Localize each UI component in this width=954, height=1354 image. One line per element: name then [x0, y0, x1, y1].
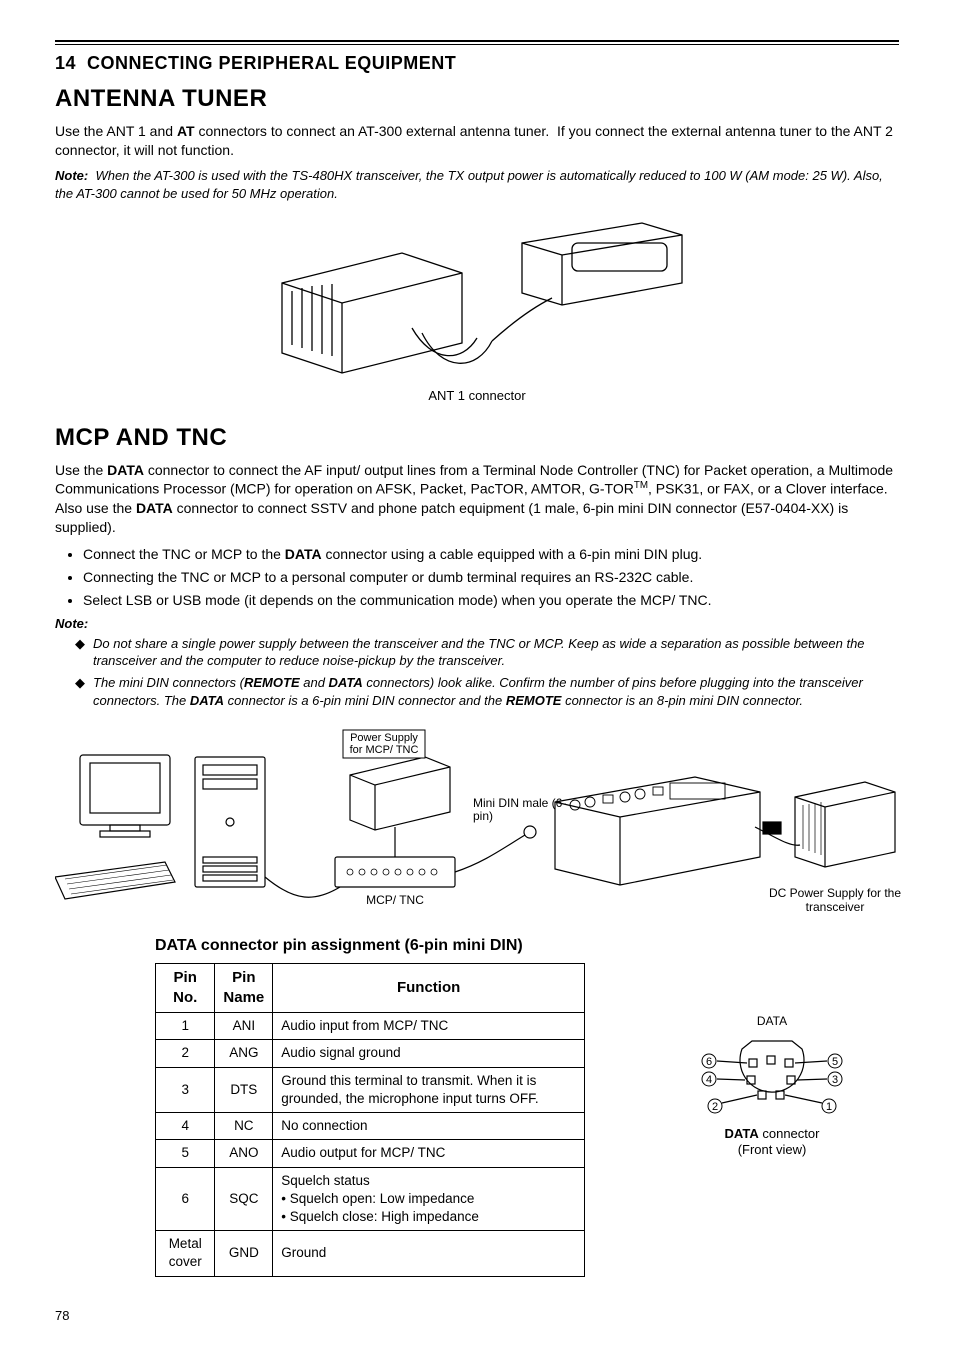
label-dc-ps: DC Power Supply for the transceiver [765, 887, 905, 915]
svg-text:5: 5 [832, 1056, 838, 1068]
table-header-row: Pin No. PinName Function [156, 963, 585, 1013]
note-label: Note: [55, 168, 88, 183]
connection-diagram: Power Supply for MCP/ TNC Mini DIN male … [55, 727, 899, 927]
mcp-p1a: Use the [55, 462, 107, 478]
section-header: 14 CONNECTING PERIPHERAL EQUIPMENT [55, 51, 899, 75]
cell-fn: Audio input from MCP/ TNC [273, 1013, 585, 1040]
cell-fn: Ground this terminal to transmit. When i… [273, 1067, 585, 1112]
cell-name: NC [215, 1113, 273, 1140]
antenna-note-text: When the AT-300 is used with the TS-480H… [55, 168, 883, 201]
cell-name: ANI [215, 1013, 273, 1040]
mcp-bullet-1: Connect the TNC or MCP to the DATA conne… [83, 545, 899, 564]
section-title: CONNECTING PERIPHERAL EQUIPMENT [87, 53, 456, 73]
page-number: 78 [55, 1307, 899, 1325]
cell-no: Metalcover [156, 1231, 215, 1276]
connector-svg: 6 5 4 3 2 1 [687, 1031, 857, 1126]
cell-no: 4 [156, 1113, 215, 1140]
cell-no: 3 [156, 1067, 215, 1112]
table-container: Pin No. PinName Function 1 ANI Audio inp… [55, 963, 585, 1277]
pin-table: Pin No. PinName Function 1 ANI Audio inp… [155, 963, 585, 1277]
cell-fn: Audio output for MCP/ TNC [273, 1140, 585, 1167]
antenna-diagram-svg [262, 213, 692, 383]
table-row: 4 NC No connection [156, 1113, 585, 1140]
mcp-bullet-list: Connect the TNC or MCP to the DATA conne… [83, 545, 899, 610]
cell-name: ANG [215, 1040, 273, 1067]
tm-sup: TM [634, 480, 648, 491]
svg-text:6: 6 [706, 1056, 712, 1068]
data-bold-2: DATA [136, 500, 173, 516]
diamond-icon: ◆ [75, 635, 93, 670]
mcp-p1d: connector to connect SSTV and phone patc… [55, 500, 848, 535]
connector-figure: DATA 6 5 4 3 2 1 [645, 1013, 899, 1157]
table-row: 3 DTS Ground this terminal to transmit. … [156, 1067, 585, 1112]
svg-text:1: 1 [826, 1101, 832, 1113]
mcp-note-1-text: Do not share a single power supply betwe… [93, 635, 899, 670]
mcp-bullet-3: Select LSB or USB mode (it depends on th… [83, 591, 899, 610]
table-row: 1 ANI Audio input from MCP/ TNC [156, 1013, 585, 1040]
diamond-icon: ◆ [75, 674, 93, 709]
mcp-note-2-text: The mini DIN connectors (REMOTE and DATA… [93, 674, 899, 709]
connector-data-label: DATA [757, 1013, 787, 1029]
cell-no: 2 [156, 1040, 215, 1067]
table-title: DATA connector pin assignment (6-pin min… [155, 935, 899, 957]
cell-fn: Ground [273, 1231, 585, 1276]
th-pin-name: PinName [215, 963, 273, 1013]
cell-name: ANO [215, 1140, 273, 1167]
cell-name: DTS [215, 1067, 273, 1112]
table-row: 5 ANO Audio output for MCP/ TNC [156, 1140, 585, 1167]
mcp-note-block: Note: ◆ Do not share a single power supp… [55, 615, 899, 709]
data-bold-1: DATA [107, 462, 144, 478]
section-number: 14 [55, 53, 76, 73]
table-row: 6 SQC Squelch status • Squelch open: Low… [156, 1167, 585, 1231]
th-function: Function [273, 963, 585, 1013]
svg-text:3: 3 [832, 1074, 838, 1086]
antenna-note: Note: When the AT-300 is used with the T… [55, 167, 899, 202]
mcp-bullet-2: Connecting the TNC or MCP to a personal … [83, 568, 899, 587]
cell-fn: Audio signal ground [273, 1040, 585, 1067]
figure-antenna: ANT 1 connector [55, 213, 899, 405]
mcp-note-label: Note: [55, 615, 899, 633]
cell-name: SQC [215, 1167, 273, 1231]
heading-antenna-tuner: ANTENNA TUNER [55, 83, 899, 115]
cell-fn: No connection [273, 1113, 585, 1140]
th-pin-no: Pin No. [156, 963, 215, 1013]
cell-no: 1 [156, 1013, 215, 1040]
mcp-paragraph: Use the DATA connector to connect the AF… [55, 461, 899, 537]
svg-text:4: 4 [706, 1074, 712, 1086]
at-bold: AT [177, 123, 195, 139]
table-row: Metalcover GND Ground [156, 1231, 585, 1276]
antenna-figure-caption: ANT 1 connector [428, 387, 525, 405]
mcp-note-item-1: ◆ Do not share a single power supply bet… [75, 635, 899, 670]
connector-caption: DATA connector (Front view) [725, 1126, 820, 1157]
heading-mcp-tnc: MCP AND TNC [55, 422, 899, 454]
antenna-paragraph: Use the ANT 1 and AT connectors to conne… [55, 122, 899, 160]
cell-name: GND [215, 1231, 273, 1276]
label-ps-mcp: Power Supply for MCP/ TNC [345, 732, 423, 756]
cell-no: 5 [156, 1140, 215, 1167]
top-rule-thick [55, 40, 899, 42]
cell-no: 6 [156, 1167, 215, 1231]
cell-fn: Squelch status • Squelch open: Low imped… [273, 1167, 585, 1231]
table-row: 2 ANG Audio signal ground [156, 1040, 585, 1067]
label-mcp-tnc: MCP/ TNC [355, 892, 435, 908]
mcp-note-item-2: ◆ The mini DIN connectors (REMOTE and DA… [75, 674, 899, 709]
svg-text:2: 2 [712, 1101, 718, 1113]
label-mini-din: Mini DIN male (6-pin) [473, 797, 573, 823]
top-rule-thin [55, 44, 899, 45]
